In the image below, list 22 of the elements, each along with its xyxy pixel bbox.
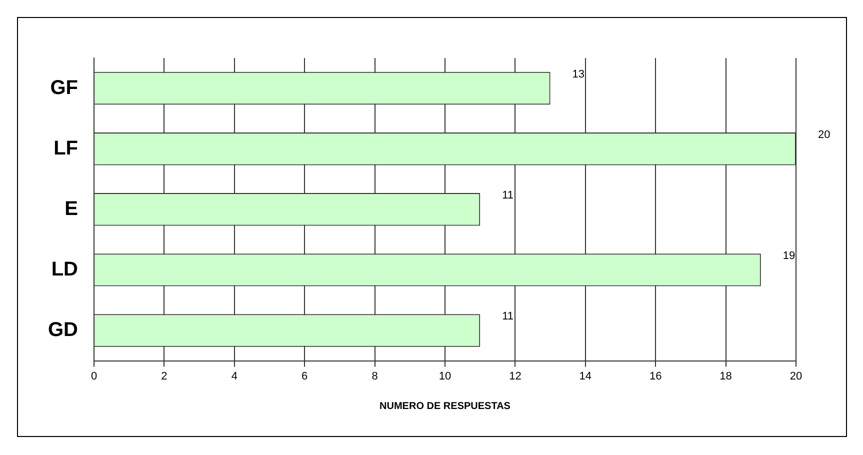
data-label: 19: [782, 250, 796, 262]
y-tick-label: LF: [54, 137, 78, 160]
data-label: 20: [818, 128, 830, 141]
x-tick-label: 14: [579, 370, 592, 382]
x-tick-label: 20: [790, 370, 802, 382]
y-tick-label: E: [64, 198, 78, 220]
x-axis-title: NUMERO DE RESPUESTAS: [380, 400, 511, 412]
x-tick-label: 12: [509, 370, 522, 382]
x-tick-label: 8: [372, 370, 378, 382]
y-tick-label: GD: [48, 319, 78, 342]
data-label: 11: [502, 310, 514, 323]
x-tick-label: 18: [720, 370, 732, 382]
x-tick-label: 2: [161, 370, 168, 382]
x-tick-label: 6: [302, 370, 308, 382]
x-tick-label: 16: [649, 370, 662, 382]
y-tick-label: GF: [50, 76, 78, 99]
x-tick-label: 10: [438, 370, 452, 382]
y-tick-label: LD: [51, 258, 78, 280]
data-label: 13: [572, 68, 585, 80]
x-tick-label: 4: [231, 370, 238, 382]
x-tick-label: 0: [90, 370, 98, 382]
data-label: 11: [502, 189, 514, 202]
